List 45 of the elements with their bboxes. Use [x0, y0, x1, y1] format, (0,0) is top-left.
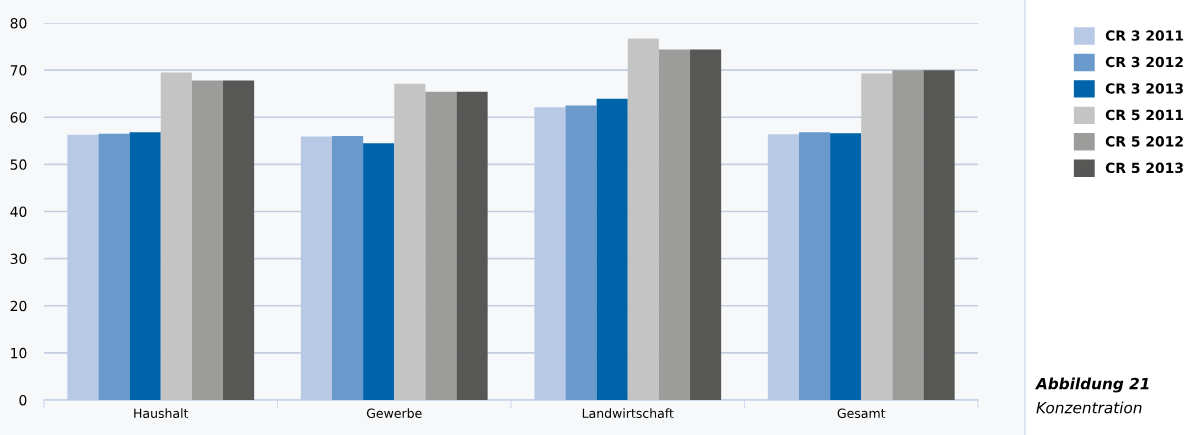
bar	[160, 72, 192, 400]
legend-label: CR 5 2011	[1105, 109, 1184, 121]
y-tick-label: 40	[10, 206, 27, 217]
bar	[67, 134, 99, 400]
bar	[565, 105, 597, 400]
legend-label: CR 5 2013	[1105, 162, 1183, 174]
bar	[394, 83, 426, 400]
text: Konzentration	[1036, 401, 1142, 414]
bar	[798, 132, 831, 400]
y-tick-label: 80	[10, 17, 27, 29]
y-tick-label: 70	[10, 65, 27, 76]
bar	[223, 80, 255, 400]
bar	[596, 98, 628, 400]
bar	[191, 80, 224, 400]
bar	[830, 133, 862, 400]
legend-label: CR 3 2012	[1105, 56, 1183, 68]
y-tick-label: 30	[10, 253, 27, 265]
bar	[767, 134, 799, 400]
bar	[892, 70, 924, 400]
y-tick-label: 50	[10, 159, 27, 170]
bar	[300, 136, 332, 400]
x-tick-label: Landwirtschaft	[582, 408, 674, 419]
legend-label: CR 5 2012	[1105, 136, 1183, 147]
bar	[690, 49, 722, 400]
bar	[129, 132, 161, 400]
x-tick-label: Gewerbe	[366, 408, 422, 419]
y-tick-label: 20	[10, 300, 27, 312]
bar	[658, 49, 691, 400]
legend-label: CR 3 2013	[1105, 83, 1183, 94]
bar	[627, 38, 659, 400]
legend-label: CR 3 2011	[1105, 30, 1184, 41]
y-tick-label: 60	[10, 112, 27, 123]
bar	[456, 91, 488, 400]
x-tick-label: Haushalt	[134, 408, 189, 419]
bar	[331, 136, 364, 400]
bar	[534, 107, 566, 400]
bar	[861, 73, 893, 400]
bar	[425, 91, 457, 400]
bar	[363, 143, 395, 400]
x-tick-label: Gesamt	[837, 408, 886, 419]
bar	[98, 133, 130, 400]
bar	[923, 70, 955, 400]
y-tick-label: 10	[11, 347, 27, 359]
y-tick-label: 0	[19, 394, 27, 406]
text: Abbildung 21	[1035, 377, 1149, 393]
